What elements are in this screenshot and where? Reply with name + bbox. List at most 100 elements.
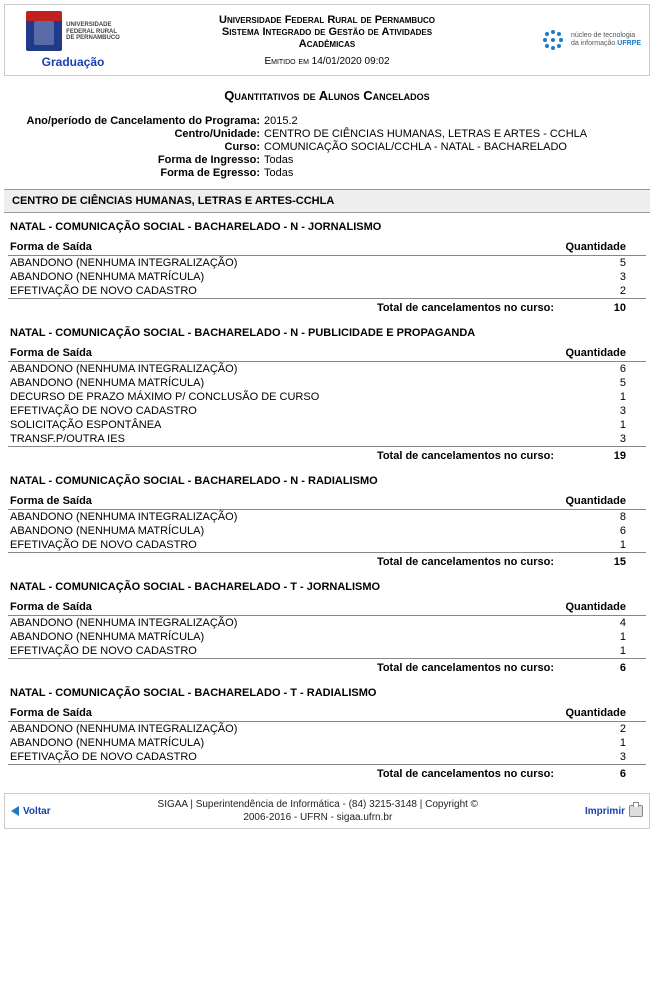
col-qtd-header: Quantidade: [556, 239, 646, 256]
filter-row: Forma de Ingresso:Todas: [12, 154, 642, 166]
course-title: NATAL - COMUNICAÇÃO SOCIAL - BACHARELADO…: [10, 221, 644, 233]
total-row: Total de cancelamentos no curso:6: [8, 659, 646, 676]
total-value: 19: [556, 447, 646, 464]
table-row: ABANDONO (NENHUMA INTEGRALIZAÇÃO)6: [8, 362, 646, 377]
table-row: ABANDONO (NENHUMA INTEGRALIZAÇÃO)2: [8, 722, 646, 737]
print-label: Imprimir: [585, 806, 625, 817]
course-table: Forma de SaídaQuantidadeABANDONO (NENHUM…: [8, 599, 646, 675]
total-value: 10: [556, 299, 646, 316]
cell-qtd: 1: [556, 418, 646, 432]
back-arrow-icon: [11, 806, 19, 816]
cell-qtd: 5: [556, 376, 646, 390]
cell-qtd: 2: [556, 722, 646, 737]
emitted-timestamp: Emitido em 14/01/2020 09:02: [133, 56, 521, 67]
table-row: ABANDONO (NENHUMA MATRÍCULA)1: [8, 630, 646, 644]
cell-qtd: 1: [556, 630, 646, 644]
cell-forma: SOLICITAÇÃO ESPONTÂNEA: [8, 418, 556, 432]
report-header: Universidade Federal Rural de Pernambuco…: [4, 4, 650, 76]
total-row: Total de cancelamentos no curso:15: [8, 553, 646, 570]
total-label: Total de cancelamentos no curso:: [8, 299, 556, 316]
total-row: Total de cancelamentos no curso:10: [8, 299, 646, 316]
total-label: Total de cancelamentos no curso:: [8, 447, 556, 464]
back-label: Voltar: [23, 806, 51, 817]
filter-block: Ano/período de Cancelamento do Programa:…: [12, 115, 642, 179]
col-qtd-header: Quantidade: [556, 599, 646, 616]
center-unit-bar: CENTRO DE CIÊNCIAS HUMANAS, LETRAS E ART…: [4, 189, 650, 213]
cell-qtd: 3: [556, 404, 646, 418]
filter-label: Ano/período de Cancelamento do Programa:: [12, 115, 264, 127]
cell-forma: EFETIVAÇÃO DE NOVO CADASTRO: [8, 644, 556, 659]
cell-qtd: 6: [556, 524, 646, 538]
course-table: Forma de SaídaQuantidadeABANDONO (NENHUM…: [8, 705, 646, 781]
cell-forma: ABANDONO (NENHUMA MATRÍCULA): [8, 270, 556, 284]
col-qtd-header: Quantidade: [556, 493, 646, 510]
table-row: ABANDONO (NENHUMA INTEGRALIZAÇÃO)5: [8, 256, 646, 271]
table-row: EFETIVAÇÃO DE NOVO CADASTRO2: [8, 284, 646, 299]
header-left: Universidade Federal Rural de Pernambuco…: [13, 11, 133, 69]
course-title: NATAL - COMUNICAÇÃO SOCIAL - BACHARELADO…: [10, 581, 644, 593]
course-block: NATAL - COMUNICAÇÃO SOCIAL - BACHARELADO…: [8, 475, 646, 569]
table-row: ABANDONO (NENHUMA INTEGRALIZAÇÃO)8: [8, 510, 646, 525]
courses-container: NATAL - COMUNICAÇÃO SOCIAL - BACHARELADO…: [4, 221, 650, 781]
table-row: EFETIVAÇÃO DE NOVO CADASTRO3: [8, 404, 646, 418]
cell-qtd: 1: [556, 736, 646, 750]
cell-forma: EFETIVAÇÃO DE NOVO CADASTRO: [8, 404, 556, 418]
table-row: SOLICITAÇÃO ESPONTÂNEA1: [8, 418, 646, 432]
filter-value: COMUNICAÇÃO SOCIAL/CCHLA - NATAL - BACHA…: [264, 141, 642, 153]
cell-forma: TRANSF.P/OUTRA IES: [8, 432, 556, 447]
cell-qtd: 5: [556, 256, 646, 271]
table-row: ABANDONO (NENHUMA MATRÍCULA)1: [8, 736, 646, 750]
table-row: EFETIVAÇÃO DE NOVO CADASTRO1: [8, 538, 646, 553]
cell-qtd: 2: [556, 284, 646, 299]
col-forma-header: Forma de Saída: [8, 599, 556, 616]
table-row: EFETIVAÇÃO DE NOVO CADASTRO3: [8, 750, 646, 765]
table-row: ABANDONO (NENHUMA MATRÍCULA)6: [8, 524, 646, 538]
print-button[interactable]: Imprimir: [585, 805, 643, 817]
total-label: Total de cancelamentos no curso:: [8, 659, 556, 676]
table-row: EFETIVAÇÃO DE NOVO CADASTRO1: [8, 644, 646, 659]
col-qtd-header: Quantidade: [556, 345, 646, 362]
printer-icon: [629, 805, 643, 817]
header-line-2: Sistema Integrado de Gestão de Atividade…: [133, 26, 521, 38]
cell-qtd: 4: [556, 616, 646, 631]
filter-label: Centro/Unidade:: [12, 128, 264, 140]
cell-forma: ABANDONO (NENHUMA MATRÍCULA): [8, 524, 556, 538]
table-row: TRANSF.P/OUTRA IES3: [8, 432, 646, 447]
cell-qtd: 1: [556, 644, 646, 659]
course-table: Forma de SaídaQuantidadeABANDONO (NENHUM…: [8, 345, 646, 463]
header-right: núcleo de tecnologia da informação UFRPE: [521, 26, 641, 54]
total-value: 6: [556, 659, 646, 676]
cell-forma: ABANDONO (NENHUMA MATRÍCULA): [8, 376, 556, 390]
course-block: NATAL - COMUNICAÇÃO SOCIAL - BACHARELADO…: [8, 221, 646, 315]
col-forma-header: Forma de Saída: [8, 239, 556, 256]
cell-forma: ABANDONO (NENHUMA MATRÍCULA): [8, 736, 556, 750]
filter-value: Todas: [264, 167, 642, 179]
nti-logo-icon: [539, 26, 567, 54]
course-block: NATAL - COMUNICAÇÃO SOCIAL - BACHARELADO…: [8, 581, 646, 675]
filter-row: Forma de Egresso:Todas: [12, 167, 642, 179]
cell-forma: ABANDONO (NENHUMA MATRÍCULA): [8, 630, 556, 644]
header-center: Universidade Federal Rural de Pernambuco…: [133, 14, 521, 67]
course-table: Forma de SaídaQuantidadeABANDONO (NENHUM…: [8, 493, 646, 569]
filter-row: Curso:COMUNICAÇÃO SOCIAL/CCHLA - NATAL -…: [12, 141, 642, 153]
filter-value: 2015.2: [264, 115, 642, 127]
table-row: ABANDONO (NENHUMA INTEGRALIZAÇÃO)4: [8, 616, 646, 631]
module-name: Graduação: [42, 55, 105, 69]
cell-qtd: 1: [556, 390, 646, 404]
course-title: NATAL - COMUNICAÇÃO SOCIAL - BACHARELADO…: [10, 475, 644, 487]
header-line-1: Universidade Federal Rural de Pernambuco: [133, 14, 521, 26]
university-name-small: Universidade Federal Rural de Pernambuco: [66, 22, 120, 42]
course-title: NATAL - COMUNICAÇÃO SOCIAL - BACHARELADO…: [10, 327, 644, 339]
table-row: DECURSO DE PRAZO MÁXIMO P/ CONCLUSÃO DE …: [8, 390, 646, 404]
total-row: Total de cancelamentos no curso:19: [8, 447, 646, 464]
nti-text: núcleo de tecnologia da informação UFRPE: [571, 32, 641, 47]
filter-label: Forma de Ingresso:: [12, 154, 264, 166]
back-button[interactable]: Voltar: [11, 806, 51, 817]
cell-forma: ABANDONO (NENHUMA INTEGRALIZAÇÃO): [8, 510, 556, 525]
col-qtd-header: Quantidade: [556, 705, 646, 722]
filter-label: Curso:: [12, 141, 264, 153]
cell-qtd: 8: [556, 510, 646, 525]
footer-copyright: SIGAA | Superintendência de Informática …: [51, 798, 585, 824]
total-row: Total de cancelamentos no curso:6: [8, 765, 646, 782]
col-forma-header: Forma de Saída: [8, 345, 556, 362]
